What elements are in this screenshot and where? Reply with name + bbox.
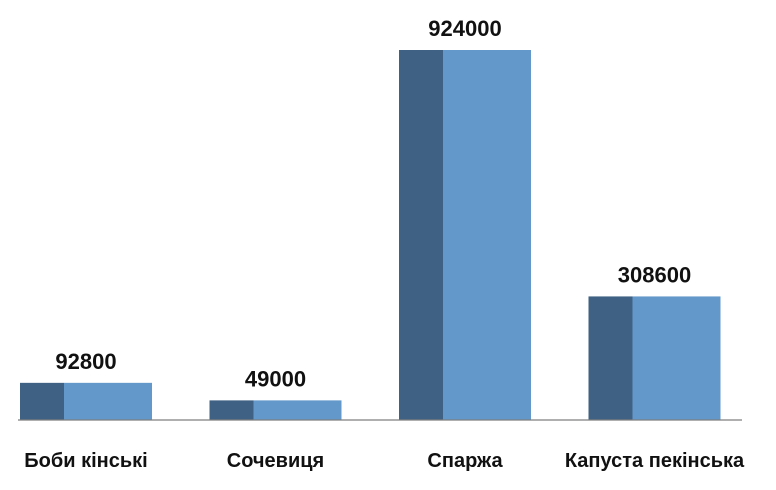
bar-2 <box>443 50 531 420</box>
bar-side-0 <box>20 382 64 420</box>
data-label-1: 49000 <box>245 366 306 391</box>
bar-1 <box>253 400 342 420</box>
bar-side-2 <box>399 50 443 420</box>
x-tick-label-1: Сочевиця <box>227 450 324 472</box>
x-tick-label-2: Спаржа <box>427 450 503 472</box>
bar-3 <box>632 296 721 420</box>
data-label-3: 308600 <box>618 262 691 287</box>
labels-layer: 92800 Боби кінські 49000 Сочевиця 924000 Спар… <box>24 16 745 472</box>
data-label-2: 924000 <box>428 16 501 41</box>
x-tick-label-0: Боби кінські <box>24 450 147 472</box>
bars-layer <box>20 50 721 420</box>
bar-0 <box>64 382 152 420</box>
bar-side-1 <box>209 400 254 420</box>
x-tick-label-3: Капуста пекінська <box>565 450 745 472</box>
bar-side-3 <box>588 296 633 420</box>
data-label-0: 92800 <box>55 349 116 374</box>
